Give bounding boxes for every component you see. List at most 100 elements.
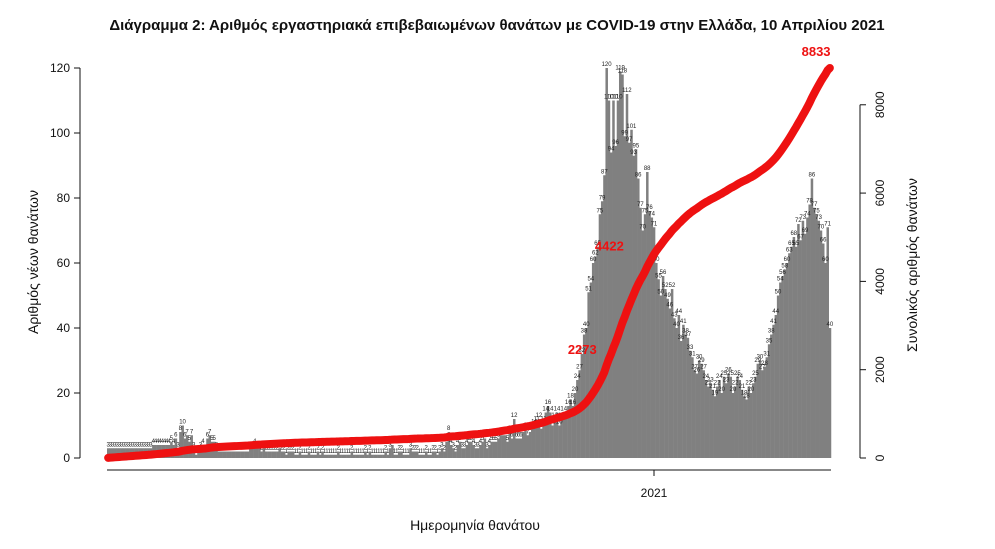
bar-value-label: 1 [402,449,406,455]
bar [116,448,119,458]
bar-value-label: 26 [725,368,732,374]
bar-value-label: 3 [147,442,151,448]
bar-value-label: 1 [309,449,313,455]
bar [217,451,221,458]
bar-value-label: 5 [490,436,494,442]
bar-value-label: 2 [276,446,280,452]
bar [803,233,807,458]
bars-layer [107,68,832,458]
bar-value-label: 60 [784,257,791,263]
bar [794,246,798,458]
bar [562,412,566,458]
bar [560,419,563,458]
bar [752,383,755,458]
bar [770,334,773,458]
bar-value-label: 4 [201,439,205,445]
bar-value-label: 52 [669,283,676,289]
bar [255,448,259,458]
bar [194,454,198,458]
bar-value-label: 4 [488,439,492,445]
bar [222,451,225,458]
bar [305,454,308,458]
bar-value-label: 10 [179,420,186,426]
bar-value-label: 1 [370,449,374,455]
right-tick-label: 0 [873,454,887,461]
bar [810,178,814,458]
bar-value-label: 4 [163,439,167,445]
bar [666,298,669,458]
bar-value-label: 60 [822,257,829,263]
bar [756,363,760,458]
bar [758,360,762,458]
bar-value-label: 46 [666,303,673,309]
bar-value-label: 3 [145,442,149,448]
bar-value-label: 23 [707,377,714,383]
bar [276,451,279,458]
bar-value-label: 25 [752,371,759,377]
bar [754,376,757,458]
y-axis-left-label: Αριθμός νέων θανάτων [25,190,41,334]
bar [377,454,381,458]
bar-value-label: 12 [536,413,543,419]
bar [483,438,487,458]
bar-value-label: 112 [622,88,632,94]
bar [411,451,414,458]
bar [244,451,248,458]
bar [797,224,800,458]
bar [425,451,428,458]
bar [294,454,297,458]
bar [749,393,753,458]
bar-value-label: 3 [106,442,110,448]
bar-value-label: 2 [287,446,291,452]
bar [790,246,793,458]
bar-value-label: 19 [741,390,748,396]
bar-value-label: 5 [481,436,485,442]
bar-value-label: 78 [806,199,813,205]
bar-value-label: 22 [745,381,752,387]
bar [420,454,424,458]
bar-value-label: 52 [662,283,669,289]
bar [526,435,530,458]
bar-value-label: 50 [657,290,664,296]
bar [785,263,789,458]
bar-value-label: 56 [660,270,667,276]
bar [242,451,245,458]
bar [307,451,311,458]
bar-value-label: 2 [291,446,295,452]
bar [456,445,460,458]
bar-value-label: 5 [470,436,474,442]
bar-value-label: 23 [750,377,757,383]
bar-value-label: 18 [567,394,574,400]
bar [734,386,737,458]
bar-value-label: 49 [664,293,671,299]
bar [549,412,552,458]
bar-value-label: 2 [433,446,437,452]
bar-value-label: 1 [359,449,363,455]
bar [625,94,629,458]
bar [438,451,442,458]
bar [240,451,243,458]
bar [537,419,541,458]
bar [384,451,387,458]
bar-value-label: 16 [569,400,576,406]
annotation-label: 8833 [802,44,831,59]
bar [618,71,622,458]
bar [646,172,649,458]
bar-value-label: 1 [429,449,433,455]
annotation-label: 2273 [568,342,597,357]
bar-value-label: 50 [775,290,782,296]
bar [743,396,746,458]
bar-value-label: 37 [684,332,691,338]
bar-value-label: 67 [797,234,804,240]
bar [249,448,252,458]
bar [237,451,241,458]
bar [316,451,320,458]
bar [418,454,421,458]
bar-value-label: 20 [730,387,737,393]
left-tick-label: 40 [57,321,71,335]
bar-value-label: 1 [303,449,307,455]
bar-value-label: 3 [131,442,135,448]
bar [490,441,493,458]
bar [352,454,356,458]
